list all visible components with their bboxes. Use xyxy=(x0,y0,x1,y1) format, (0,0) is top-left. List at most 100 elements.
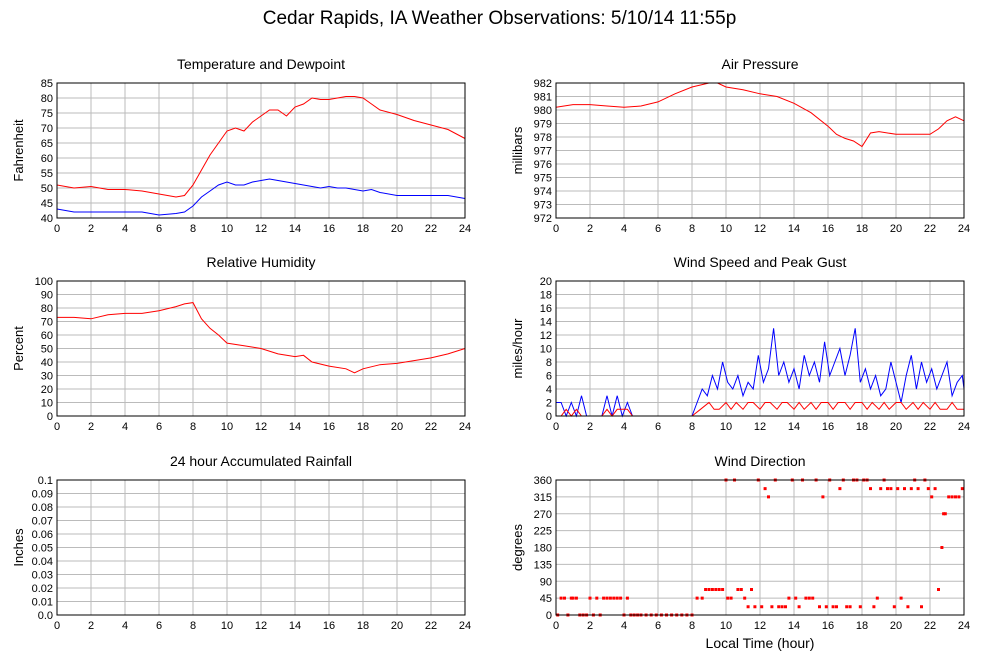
chart-title: Relative Humidity xyxy=(207,254,316,270)
data-point xyxy=(721,588,725,591)
data-point xyxy=(763,487,767,491)
x-tick-label: 24 xyxy=(958,421,970,433)
y-tick-label: 972 xyxy=(534,213,552,225)
x-tick-label: 2 xyxy=(88,223,94,235)
data-point xyxy=(824,605,828,609)
plot-frame xyxy=(56,280,466,417)
x-tick-label: 22 xyxy=(425,223,437,235)
x-tick-label: 16 xyxy=(822,223,834,235)
y-tick-label: 0.1 xyxy=(38,475,53,487)
data-point xyxy=(612,596,616,600)
data-point xyxy=(896,487,900,491)
data-point xyxy=(886,487,889,491)
y-tick-label: 100 xyxy=(35,276,53,288)
x-tick-label: 22 xyxy=(924,223,936,235)
data-point xyxy=(559,596,563,600)
y-tick-label: 18 xyxy=(540,290,552,302)
y-tick-label: 981 xyxy=(534,92,552,104)
y-tick-label: 975 xyxy=(534,173,552,185)
data-point xyxy=(821,495,825,499)
series-line xyxy=(555,82,965,148)
data-point xyxy=(615,596,619,600)
y-tick-label: 90 xyxy=(540,576,552,588)
x-tick-label: 14 xyxy=(788,421,800,433)
data-point xyxy=(750,588,753,591)
x-tick-label: 10 xyxy=(720,620,732,632)
plot-frame xyxy=(555,479,965,616)
chart-pressure xyxy=(555,82,965,219)
y-tick-label: 180 xyxy=(534,543,552,555)
series-line xyxy=(556,328,965,418)
x-tick-label: 22 xyxy=(924,620,936,632)
y-tick-label: 14 xyxy=(540,317,552,329)
data-point xyxy=(753,605,757,609)
plot-frame xyxy=(56,82,466,219)
data-point xyxy=(704,588,708,591)
data-point xyxy=(746,605,750,609)
data-point xyxy=(845,605,849,609)
x-tick-label: 14 xyxy=(788,223,800,235)
y-tick-label: 0.02 xyxy=(32,583,53,595)
data-point xyxy=(569,596,573,600)
y-tick-label: 974 xyxy=(534,186,552,198)
y-tick-label: 12 xyxy=(540,330,552,342)
x-tick-label: 12 xyxy=(255,620,267,632)
data-point xyxy=(729,596,733,600)
x-tick-label: 16 xyxy=(822,620,834,632)
x-tick-label: 10 xyxy=(221,421,233,433)
x-tick-label: 8 xyxy=(689,620,695,632)
data-point xyxy=(942,512,946,516)
data-point xyxy=(777,605,781,609)
data-point xyxy=(818,605,821,609)
x-tick-label: 24 xyxy=(958,223,970,235)
x-tick-label: 0 xyxy=(553,421,559,433)
y-tick-label: 0.03 xyxy=(32,570,53,582)
data-point xyxy=(858,605,862,609)
data-point xyxy=(957,495,961,499)
y-tick-label: 16 xyxy=(540,303,552,315)
y-tick-label: 40 xyxy=(41,357,53,369)
y-tick-label: 982 xyxy=(534,78,552,90)
x-tick-label: 12 xyxy=(754,620,766,632)
x-tick-label: 22 xyxy=(425,620,437,632)
x-tick-label: 10 xyxy=(221,620,233,632)
data-point xyxy=(619,596,623,600)
data-point xyxy=(909,487,913,491)
x-tick-label: 8 xyxy=(190,421,196,433)
y-tick-label: 65 xyxy=(41,138,53,150)
data-point xyxy=(960,487,964,491)
y-tick-label: 0.08 xyxy=(32,502,53,514)
y-tick-label: 0.04 xyxy=(32,556,53,568)
data-point xyxy=(595,596,599,600)
y-tick-label: 360 xyxy=(534,475,552,487)
x-tick-label: 20 xyxy=(391,421,403,433)
y-tick-label: 0.05 xyxy=(32,543,53,555)
x-tick-label: 0 xyxy=(54,223,60,235)
y-tick-label: 55 xyxy=(41,168,53,180)
data-point xyxy=(950,495,954,499)
x-tick-label: 24 xyxy=(459,620,471,632)
data-point xyxy=(605,596,609,600)
x-tick-label: 2 xyxy=(88,620,94,632)
x-tick-label: 18 xyxy=(856,620,868,632)
data-point xyxy=(707,588,711,591)
y-tick-label: 0.0 xyxy=(38,610,53,622)
y-tick-label: 20 xyxy=(41,384,53,396)
data-point xyxy=(760,605,764,609)
y-tick-label: 973 xyxy=(534,200,552,212)
data-point xyxy=(869,487,872,491)
data-point xyxy=(903,487,906,491)
chart-title: Wind Direction xyxy=(714,453,805,469)
data-point xyxy=(916,487,920,491)
data-point xyxy=(933,487,937,491)
x-tick-label: 20 xyxy=(890,223,902,235)
data-point xyxy=(571,596,575,600)
x-tick-label: 2 xyxy=(587,421,593,433)
y-axis-label: degrees xyxy=(510,524,525,571)
x-tick-label: 22 xyxy=(924,421,936,433)
x-tick-label: 8 xyxy=(689,223,695,235)
y-tick-label: 980 xyxy=(534,105,552,117)
data-point xyxy=(947,495,951,499)
y-tick-label: 70 xyxy=(41,123,53,135)
x-tick-label: 8 xyxy=(689,421,695,433)
